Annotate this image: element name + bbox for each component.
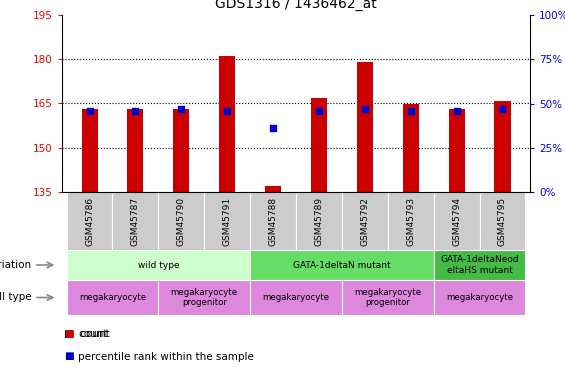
Bar	[67, 192, 112, 250]
Bar	[67, 250, 250, 280]
Point	[268, 125, 277, 131]
Title: GDS1316 / 1436462_at: GDS1316 / 1436462_at	[215, 0, 377, 11]
Text: megakaryocyte
progenitor: megakaryocyte progenitor	[171, 288, 238, 307]
Bar	[434, 192, 480, 250]
Bar	[480, 192, 525, 250]
Text: count: count	[78, 329, 107, 339]
Bar	[434, 250, 525, 280]
Text: cell type: cell type	[0, 292, 32, 303]
Text: GSM45789: GSM45789	[315, 196, 323, 246]
Point	[498, 106, 507, 112]
Text: ■: ■	[64, 351, 74, 361]
Point	[360, 106, 370, 112]
Point	[131, 108, 140, 114]
Text: megakaryocyte: megakaryocyte	[262, 293, 329, 302]
Text: GSM45788: GSM45788	[268, 196, 277, 246]
Bar	[449, 110, 464, 192]
Bar	[388, 192, 434, 250]
Text: GSM45786: GSM45786	[85, 196, 94, 246]
Bar	[67, 280, 158, 315]
Point	[314, 108, 323, 114]
Bar	[434, 280, 525, 315]
Bar	[342, 192, 388, 250]
Bar	[250, 280, 342, 315]
Text: GSM45791: GSM45791	[223, 196, 232, 246]
Text: GSM45790: GSM45790	[177, 196, 186, 246]
Text: GSM45792: GSM45792	[360, 196, 370, 246]
Bar	[173, 110, 189, 192]
Point	[177, 106, 186, 112]
Bar	[250, 250, 434, 280]
Point	[406, 108, 415, 114]
Bar	[250, 192, 296, 250]
Bar	[403, 104, 419, 192]
Text: genotype/variation: genotype/variation	[0, 260, 32, 270]
Bar	[158, 192, 204, 250]
Bar	[494, 100, 511, 192]
Bar	[127, 110, 144, 192]
Text: megakaryocyte
progenitor: megakaryocyte progenitor	[354, 288, 421, 307]
Text: GSM45787: GSM45787	[131, 196, 140, 246]
Text: percentile rank within the sample: percentile rank within the sample	[78, 351, 254, 361]
Bar	[81, 110, 98, 192]
Bar	[219, 56, 235, 192]
Bar	[158, 280, 250, 315]
Text: GSM45794: GSM45794	[452, 196, 461, 246]
Text: GATA-1deltaN mutant: GATA-1deltaN mutant	[293, 261, 390, 270]
Text: megakaryocyte: megakaryocyte	[446, 293, 513, 302]
Text: wild type: wild type	[137, 261, 179, 270]
Text: ■  count: ■ count	[64, 329, 110, 339]
Text: GATA-1deltaNeod
eltaHS mutant: GATA-1deltaNeod eltaHS mutant	[440, 255, 519, 275]
Bar	[357, 62, 373, 192]
Point	[452, 108, 461, 114]
Bar	[265, 186, 281, 192]
Text: GSM45795: GSM45795	[498, 196, 507, 246]
Text: megakaryocyte: megakaryocyte	[79, 293, 146, 302]
Text: GSM45793: GSM45793	[406, 196, 415, 246]
Bar	[296, 192, 342, 250]
Point	[85, 108, 94, 114]
Bar	[311, 98, 327, 192]
Bar	[204, 192, 250, 250]
Text: ■: ■	[64, 329, 74, 339]
Bar	[112, 192, 158, 250]
Bar	[342, 280, 434, 315]
Point	[223, 108, 232, 114]
